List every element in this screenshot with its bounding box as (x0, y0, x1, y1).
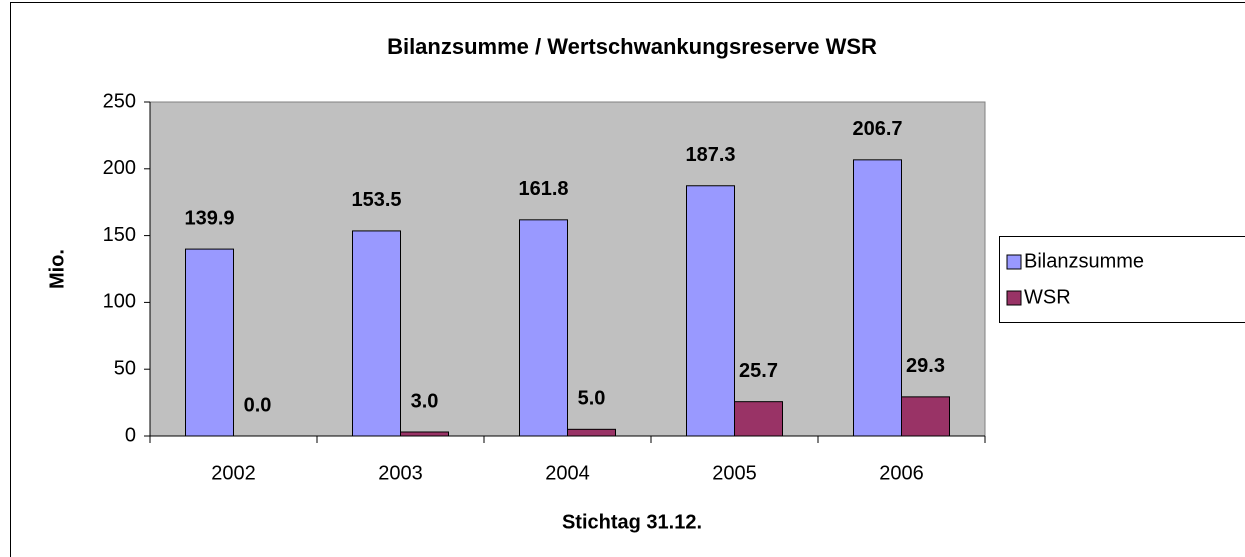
data-label: 3.0 (411, 390, 439, 412)
x-tick-label: 2004 (545, 462, 590, 484)
data-label: 25.7 (739, 360, 778, 382)
bar (686, 185, 735, 437)
data-label: 153.5 (351, 189, 401, 211)
y-tick-label: 0 (125, 424, 136, 446)
legend (999, 236, 1245, 323)
legend-label: WSR (1024, 286, 1071, 308)
x-tick-label: 2002 (211, 462, 256, 484)
x-tick-label: 2003 (378, 462, 423, 484)
data-label: 0.0 (244, 394, 272, 416)
legend-swatch (1006, 254, 1022, 270)
data-label: 187.3 (685, 144, 735, 166)
y-tick-label: 200 (103, 157, 136, 179)
y-tick-label: 150 (103, 224, 136, 246)
chart-title: Bilanzsumme / Wertschwankungsreserve WSR (387, 34, 877, 59)
y-axis-title: Mio. (46, 249, 68, 289)
y-tick-label: 50 (114, 357, 136, 379)
bar (734, 401, 783, 437)
data-label: 5.0 (578, 388, 606, 410)
bar (853, 159, 902, 437)
y-tick-label: 250 (103, 90, 136, 112)
data-label: 29.3 (906, 355, 945, 377)
bar (185, 248, 234, 437)
bar (400, 431, 449, 437)
data-label: 206.7 (852, 118, 902, 140)
bar (352, 230, 401, 437)
data-label: 139.9 (184, 207, 234, 229)
x-tick-label: 2006 (879, 462, 924, 484)
legend-swatch (1006, 290, 1022, 306)
bar (901, 396, 950, 437)
x-tick-label: 2005 (712, 462, 757, 484)
bar (567, 428, 616, 437)
bar (519, 219, 568, 437)
legend-label: Bilanzsumme (1024, 250, 1144, 272)
y-tick-label: 100 (103, 291, 136, 313)
x-axis-title: Stichtag 31.12. (562, 511, 702, 533)
data-label: 161.8 (518, 178, 568, 200)
